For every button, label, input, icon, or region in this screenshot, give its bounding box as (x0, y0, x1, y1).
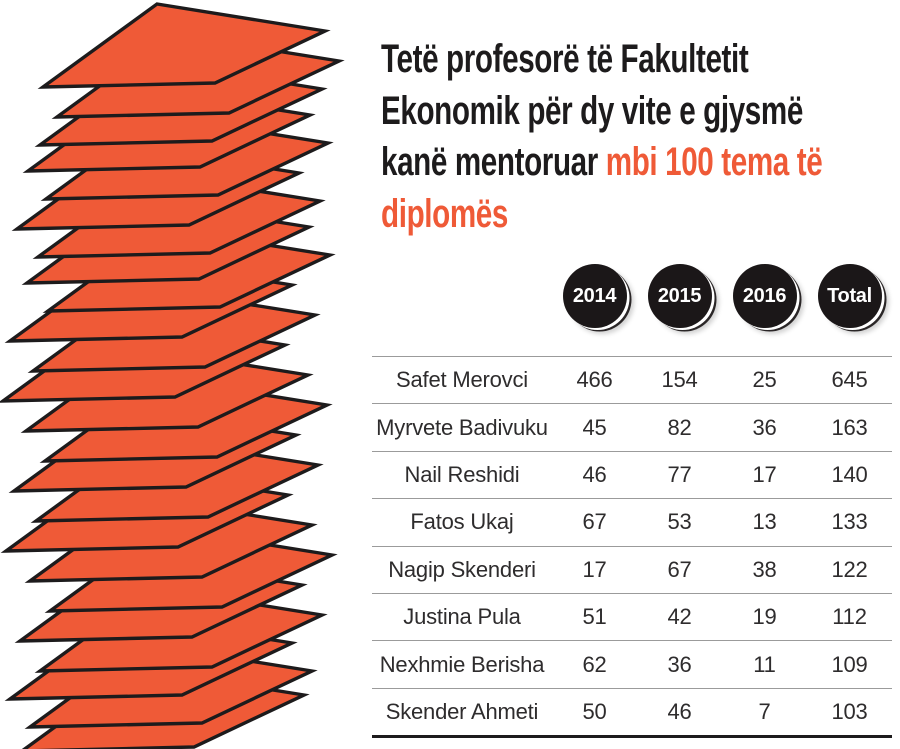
value-cell: 645 (831, 367, 868, 393)
paper-sheet (37, 2, 331, 89)
professor-name-cell: Skender Ahmeti (385, 698, 539, 724)
title-black-text: Tetë profesorë të Fakultetit Ekonomik pë… (381, 37, 803, 184)
page-title: Tetë profesorë të Fakultetit Ekonomik pë… (381, 34, 900, 240)
value-cell: 19 (752, 604, 777, 630)
value-cell: 82 (667, 414, 692, 440)
value-cell: 62 (582, 651, 607, 677)
table-row: Nail Reshidi 46 77 17 140 (372, 450, 892, 498)
badge-2016: 2016 (732, 264, 797, 328)
value-cell: 46 (667, 698, 692, 724)
professor-name-cell: Nagip Skenderi (388, 556, 536, 582)
professor-name-cell: Myrvete Badivuku (376, 414, 548, 440)
professor-name-cell: Safet Merovci (396, 367, 528, 393)
badge-2014-label: 2014 (572, 284, 617, 307)
value-cell: 36 (667, 651, 692, 677)
badge-total: Total (817, 264, 882, 328)
badge-2015-label: 2015 (657, 284, 702, 307)
table-row: Nagip Skenderi 17 67 38 122 (372, 545, 892, 593)
badge-2016-label: 2016 (742, 284, 787, 307)
professor-name-cell: Justina Pula (403, 604, 521, 630)
title-orange-highlight: mbi 100 tema të diplomës (381, 140, 823, 236)
value-cell: 17 (582, 556, 607, 582)
value-cell: 51 (582, 604, 607, 630)
paper-stack-illustration (0, 2, 345, 749)
value-cell: 46 (582, 461, 607, 487)
badge-total-label: Total (827, 284, 872, 307)
value-cell: 67 (667, 556, 692, 582)
value-cell: 11 (753, 651, 776, 677)
table-row: Justina Pula 51 42 19 112 (372, 592, 892, 640)
value-cell: 466 (576, 367, 613, 393)
value-cell: 38 (752, 556, 777, 582)
value-cell: 53 (667, 509, 692, 535)
value-cell: 17 (752, 461, 777, 487)
value-cell: 112 (832, 604, 867, 630)
table-row: Skender Ahmeti 50 46 7 103 (372, 687, 892, 735)
value-cell: 133 (831, 509, 868, 535)
table-row: Nexhmie Berisha 62 36 11 109 (372, 640, 892, 687)
value-cell: 42 (667, 604, 692, 630)
value-cell: 140 (831, 461, 868, 487)
professor-name-cell: Fatos Ukaj (410, 509, 514, 535)
value-cell: 77 (667, 461, 692, 487)
value-cell: 67 (582, 509, 607, 535)
value-cell: 103 (831, 698, 868, 724)
table-row: Fatos Ukaj 67 53 13 133 (372, 498, 892, 545)
professor-name-cell: Nexhmie Berisha (379, 651, 545, 677)
value-cell: 45 (582, 414, 607, 440)
value-cell: 154 (661, 367, 698, 393)
value-cell: 7 (758, 698, 771, 724)
value-cell: 25 (752, 367, 777, 393)
table-row: Myrvete Badivuku 45 82 36 163 (372, 403, 892, 450)
mentorship-table: Safet Merovci 466 154 25 645 Myrvete Badivuku… (372, 356, 892, 739)
value-cell: 163 (831, 414, 868, 440)
badge-row-spacer (372, 264, 552, 328)
year-badge-row: 2014 2015 2016 Total (372, 264, 892, 328)
table-row: Safet Merovci 466 154 25 645 (372, 356, 892, 403)
professor-name-cell: Nail Reshidi (404, 461, 520, 487)
value-cell: 36 (752, 414, 777, 440)
badge-2015: 2015 (647, 264, 712, 328)
value-cell: 13 (752, 509, 777, 535)
value-cell: 50 (582, 698, 607, 724)
value-cell: 122 (831, 556, 868, 582)
badge-2014: 2014 (562, 264, 627, 328)
value-cell: 109 (831, 651, 868, 677)
